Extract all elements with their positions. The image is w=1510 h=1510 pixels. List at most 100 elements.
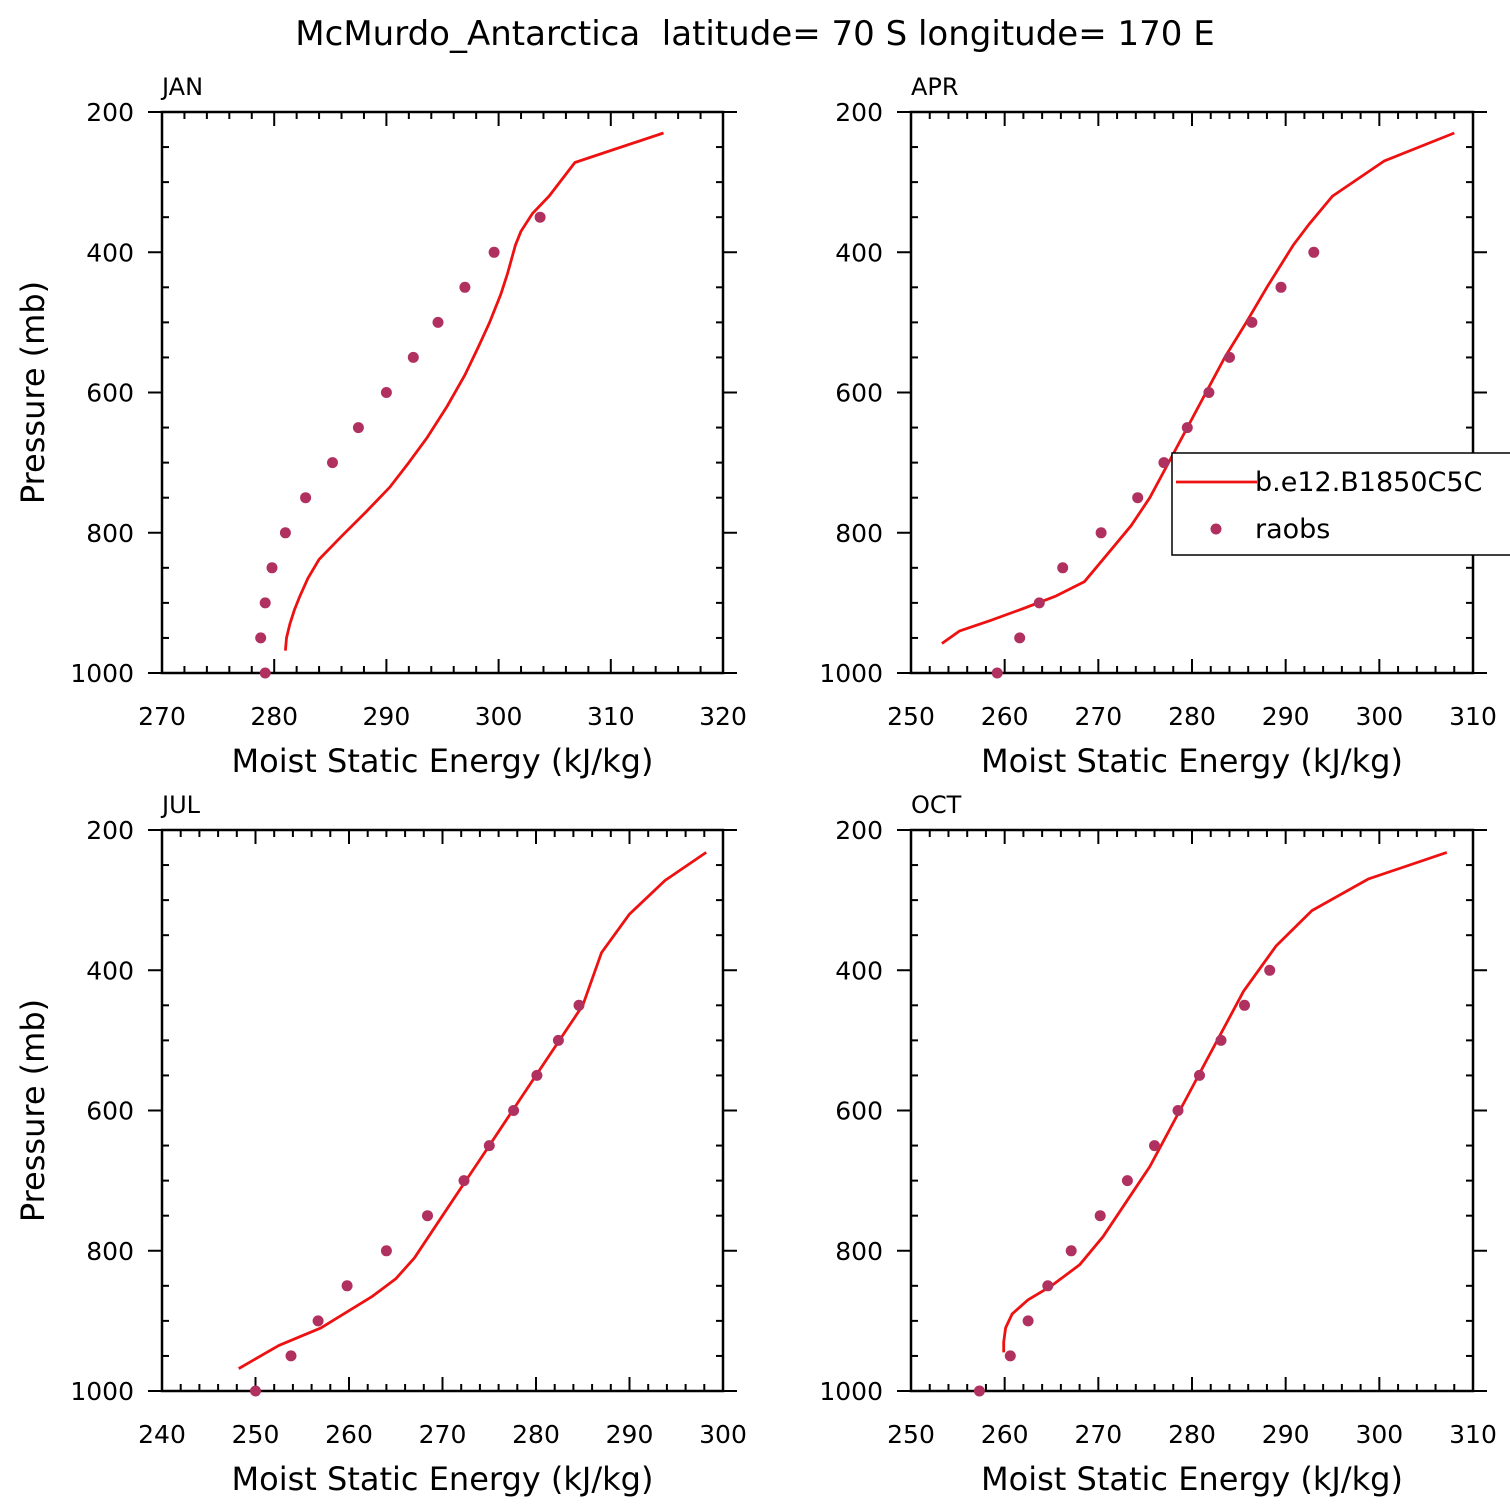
y-tick-label: 400: [835, 956, 883, 985]
y-tick-label: 800: [835, 1237, 883, 1266]
obs-point: [1158, 457, 1170, 469]
x-tick-label: 280: [1168, 1420, 1216, 1449]
obs-point: [991, 667, 1003, 679]
x-tick-label: 290: [1262, 1420, 1310, 1449]
plot-frame: [909, 828, 1475, 1393]
obs-point: [422, 1210, 433, 1222]
obs-point: [1121, 1175, 1133, 1187]
obs-point: [508, 1105, 520, 1116]
y-tick-label: 600: [835, 379, 883, 408]
obs-point: [1239, 999, 1250, 1011]
obs-point: [327, 457, 338, 469]
x-tick-label: 300: [699, 1420, 747, 1449]
figure-title: McMurdo_Antarctica latitude= 70 S longit…: [295, 14, 1214, 54]
x-tick-label: 280: [250, 702, 298, 731]
obs-point: [352, 422, 364, 434]
y-tick-label: 400: [86, 956, 134, 985]
x-tick-label: 280: [1168, 702, 1216, 731]
y-tick-label: 1000: [70, 659, 134, 688]
obs-point: [285, 1350, 297, 1362]
obs-point: [1246, 316, 1258, 328]
obs-point: [1308, 246, 1320, 258]
x-tick-label: 290: [363, 702, 411, 731]
panel-apr: 250 260 270 280 290 300 310 200 400 600 800 1000 APR…: [819, 73, 1496, 780]
y-tick-label: 400: [86, 238, 134, 267]
obs-point: [250, 1385, 261, 1397]
x-tick-label: 270: [1074, 1420, 1122, 1449]
legend: b.e12.B1850C5C raobs: [1171, 452, 1510, 556]
x-tick-label: 270: [138, 702, 186, 731]
obs-point: [1149, 1140, 1160, 1152]
y-tick-label: 600: [86, 379, 134, 408]
obs-point: [432, 316, 444, 328]
obs-point: [1065, 1245, 1077, 1257]
model-series-line: [941, 131, 1455, 645]
obs-point: [341, 1280, 353, 1292]
obs-point: [255, 632, 267, 644]
legend-obs-swatch: [1210, 523, 1222, 535]
x-tick-label: 250: [232, 1420, 280, 1449]
x-axis-label: Moist Static Energy (kJ/kg): [232, 742, 654, 780]
x-tick-label: 270: [1074, 702, 1122, 731]
y-tick-label: 600: [835, 1097, 883, 1126]
obs-point: [1203, 387, 1215, 398]
x-axis-label: Moist Static Energy (kJ/kg): [981, 742, 1403, 780]
x-tick-label: 250: [887, 702, 935, 731]
x-tick-label: 260: [981, 1420, 1029, 1449]
panel-title: OCT: [911, 791, 962, 819]
obs-point: [1033, 597, 1045, 609]
obs-point: [259, 667, 271, 679]
x-tick-label: 260: [325, 1420, 373, 1449]
y-axis-label: Pressure (mb): [14, 999, 52, 1222]
panel-jul: 240 250 260 270 280 290 300 200 400 600 800 1000 JUL…: [14, 791, 747, 1498]
y-tick-label: 600: [86, 1097, 134, 1126]
x-axis-label: Moist Static Energy (kJ/kg): [232, 1460, 654, 1498]
panel-title: APR: [911, 73, 959, 101]
model-series-line: [284, 131, 664, 651]
plot-frame: [160, 110, 725, 675]
panel-oct: 250 260 270 280 290 300 310 200 400 600 800 1000 OCT…: [819, 791, 1496, 1498]
obs-point: [1057, 562, 1069, 574]
obs-point: [458, 1175, 470, 1187]
obs-point: [300, 492, 312, 504]
y-tick-label: 1000: [819, 659, 883, 688]
obs-point: [1095, 527, 1107, 539]
obs-point: [488, 246, 500, 258]
x-tick-label: 300: [1355, 1420, 1403, 1449]
obs-point: [1275, 281, 1287, 293]
x-tick-label: 280: [512, 1420, 560, 1449]
x-tick-label: 300: [1355, 702, 1403, 731]
obs-point: [407, 351, 419, 363]
x-tick-label: 310: [1449, 1420, 1497, 1449]
legend-box: [1171, 452, 1510, 556]
obs-point: [573, 999, 585, 1011]
x-tick-label: 320: [699, 702, 747, 731]
obs-point: [259, 597, 271, 609]
obs-point: [266, 562, 278, 574]
y-tick-label: 1000: [819, 1377, 883, 1406]
obs-point: [380, 1245, 392, 1257]
plot-frame: [160, 828, 725, 1393]
y-axis-label: Pressure (mb): [14, 281, 52, 504]
legend-model-label: b.e12.B1850C5C: [1255, 467, 1482, 498]
x-axis-label: Moist Static Energy (kJ/kg): [981, 1460, 1403, 1498]
y-tick-label: 800: [835, 519, 883, 548]
obs-point: [1172, 1105, 1184, 1116]
x-tick-label: 260: [981, 702, 1029, 731]
obs-point: [1181, 422, 1193, 434]
obs-point: [312, 1315, 324, 1327]
y-tick-label: 400: [835, 238, 883, 267]
panel-title: JUL: [160, 791, 201, 819]
obs-point: [1194, 1069, 1205, 1081]
x-tick-label: 310: [1449, 702, 1497, 731]
x-tick-label: 290: [1262, 702, 1310, 731]
x-tick-label: 290: [606, 1420, 654, 1449]
panel-jan: 270 280 290 300 310 320 200 400 600 800 1000 JAN Moi…: [14, 73, 747, 780]
obs-point: [1022, 1315, 1034, 1327]
model-series-line: [1002, 851, 1448, 1353]
obs-point: [531, 1069, 543, 1081]
y-tick-label: 200: [835, 816, 883, 845]
y-tick-label: 200: [835, 98, 883, 127]
obs-point: [1224, 351, 1235, 363]
